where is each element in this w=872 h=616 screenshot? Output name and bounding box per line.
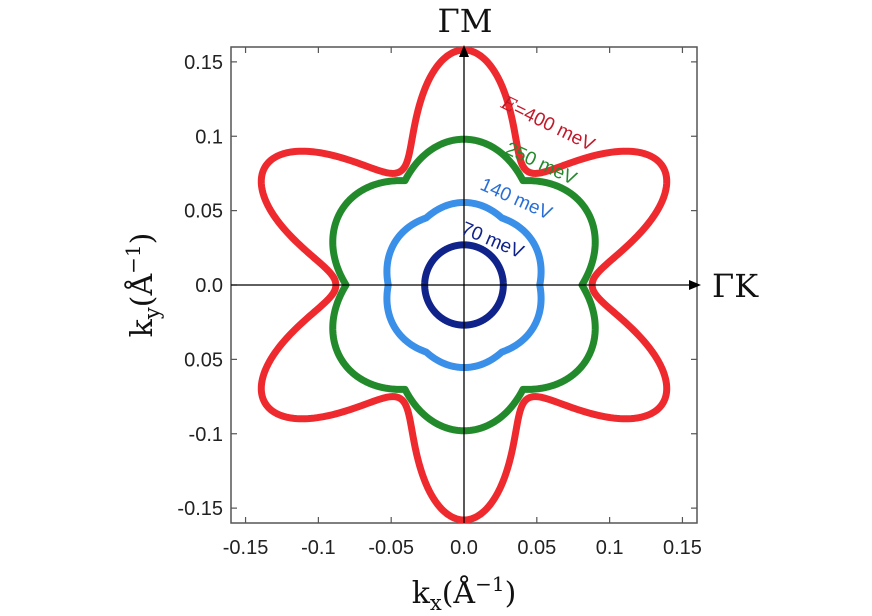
gamma-m-label: ΓM: [438, 2, 493, 40]
y-tick-label: 0.0: [195, 275, 223, 297]
x-axis-title-close: ): [505, 576, 517, 611]
x-tick-label: -0.05: [368, 537, 414, 559]
y-axis-title: ky(Å−1): [121, 233, 164, 338]
y-axis-title-k: k: [125, 318, 160, 337]
y-axis-title-sub: y: [140, 307, 164, 320]
x-axis-title-unit: (Å: [442, 575, 476, 611]
y-tick-label: 0.05: [184, 201, 223, 223]
x-axis-title-k: k: [412, 576, 431, 611]
y-tick-label: 0.15: [184, 52, 223, 74]
y-tick-label: 0.05: [184, 349, 223, 371]
x-axis-title-exp: −1: [475, 572, 504, 596]
x-tick-label: 0.1: [596, 537, 624, 559]
y-tick-label: -0.15: [177, 498, 223, 520]
y-tick-label: 0.1: [195, 126, 223, 148]
x-tick-label: 0.15: [663, 537, 702, 559]
x-tick-label: 0.0: [450, 537, 478, 559]
y-axis-title-unit: (Å: [124, 274, 160, 308]
y-tick-label: -0.1: [189, 424, 223, 446]
x-axis-title-sub: x: [430, 591, 442, 615]
horizontal-arrowhead: [689, 280, 701, 290]
x-tick-label: 0.05: [517, 537, 556, 559]
x-tick-label: -0.1: [301, 537, 335, 559]
x-axis-title: kx(Å−1): [412, 572, 517, 615]
x-tick-label: -0.15: [223, 537, 269, 559]
gamma-k-label: ΓK: [712, 267, 759, 305]
vertical-arrowhead: [459, 45, 469, 57]
y-axis-title-exp: −1: [121, 244, 145, 273]
axis-ticks: -0.15 -0.1 -0.05 0.0 0.05 0.1 0.15 0.15 0.1 0.05 0…: [177, 47, 702, 559]
y-axis-title-close: ): [125, 233, 160, 245]
